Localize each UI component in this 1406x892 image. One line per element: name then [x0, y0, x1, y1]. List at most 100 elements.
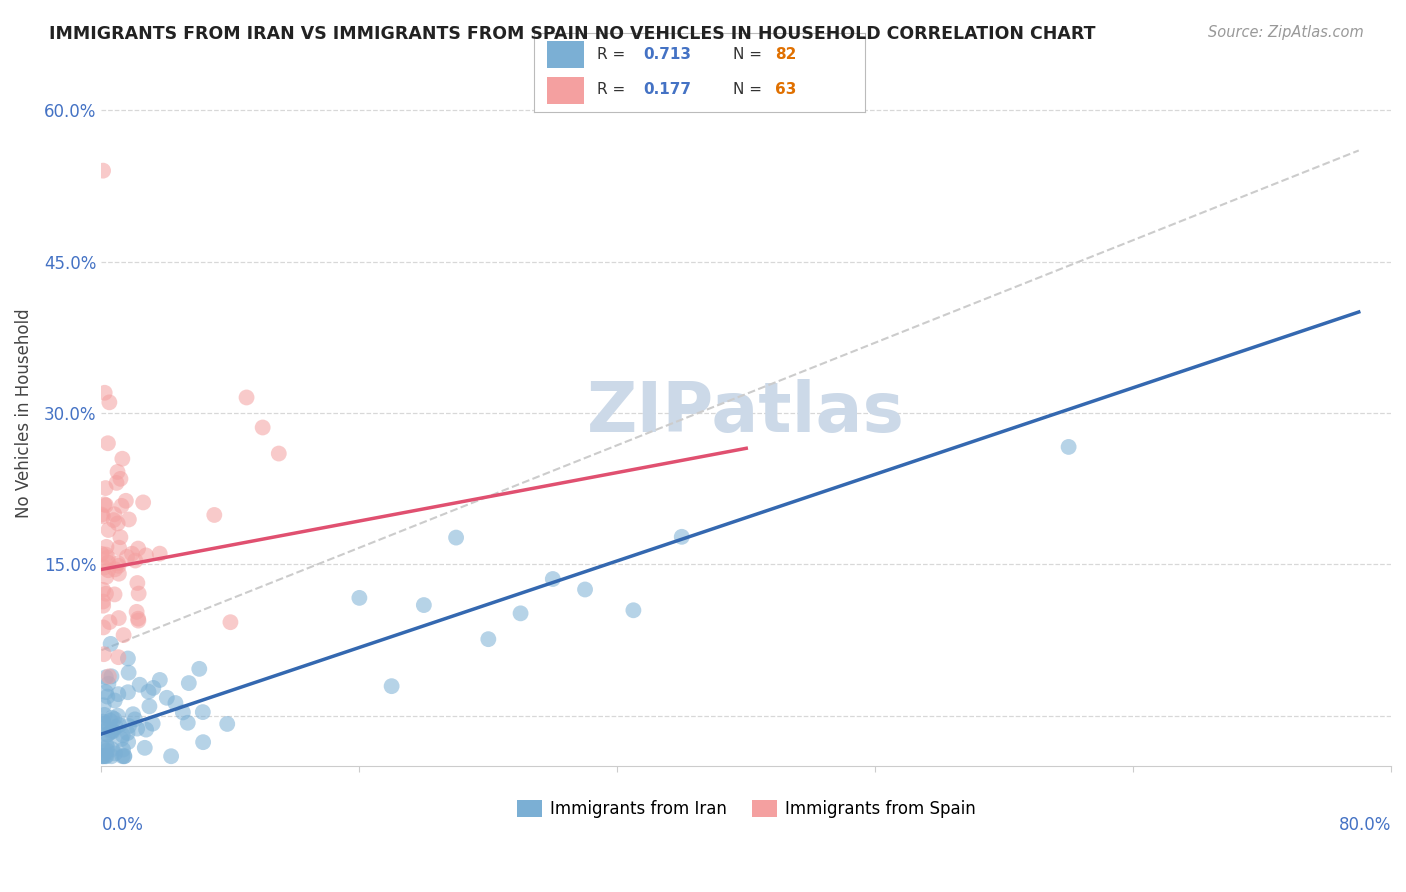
Point	[125, 605, 148, 619]
Bar	[547, 77, 583, 103]
Point	[127, 576, 149, 591]
Text: ZIPatlas: ZIPatlas	[588, 379, 905, 447]
Point	[477, 632, 499, 647]
Point	[91, 749, 114, 764]
Point	[96, 570, 118, 584]
Point	[127, 614, 149, 628]
Point	[107, 516, 129, 531]
Point	[98, 615, 121, 629]
Text: N =: N =	[733, 82, 766, 97]
Point	[127, 541, 149, 556]
Text: 0.713: 0.713	[644, 46, 692, 62]
Point	[93, 707, 115, 722]
Point	[94, 749, 117, 764]
Point	[97, 727, 120, 741]
Point	[117, 685, 139, 699]
Point	[349, 591, 371, 605]
Point	[97, 722, 120, 736]
Text: R =: R =	[598, 46, 630, 62]
Point	[444, 531, 467, 545]
Point	[219, 615, 242, 630]
Point	[100, 637, 122, 651]
Point	[91, 599, 114, 613]
Point	[111, 728, 134, 742]
Point	[91, 582, 114, 597]
Point	[1057, 440, 1080, 454]
Point	[110, 499, 132, 513]
Point	[108, 566, 131, 581]
Point	[107, 687, 129, 701]
Bar	[547, 41, 583, 68]
Y-axis label: No Vehicles in Household: No Vehicles in Household	[15, 308, 32, 517]
Point	[93, 717, 115, 731]
Point	[97, 523, 120, 537]
Point	[98, 714, 121, 728]
Point	[188, 662, 211, 676]
Point	[177, 715, 200, 730]
Point	[142, 681, 165, 695]
Point	[107, 556, 129, 570]
Point	[138, 684, 160, 698]
Point	[104, 562, 127, 576]
Point	[101, 711, 124, 725]
Point	[115, 493, 138, 508]
Point	[191, 705, 214, 719]
Point	[93, 560, 115, 574]
Text: 80.0%: 80.0%	[1339, 816, 1391, 834]
Point	[93, 647, 115, 661]
Point	[96, 739, 118, 754]
Point	[103, 513, 125, 527]
Point	[132, 495, 155, 509]
Point	[112, 749, 135, 764]
Text: N =: N =	[733, 46, 766, 62]
Point	[124, 553, 146, 567]
Point	[149, 673, 172, 687]
Point	[93, 385, 115, 400]
Point	[94, 685, 117, 699]
Point	[115, 549, 138, 564]
Point	[112, 628, 135, 642]
Point	[165, 696, 187, 710]
Point	[108, 718, 131, 732]
Point	[90, 508, 112, 522]
Point	[134, 740, 156, 755]
Point	[104, 747, 127, 761]
Point	[91, 163, 114, 178]
Text: 63: 63	[776, 82, 797, 97]
Point	[100, 749, 122, 764]
Point	[267, 446, 290, 460]
Point	[97, 677, 120, 691]
Point	[172, 706, 194, 720]
Point	[93, 497, 115, 511]
Point	[135, 549, 157, 563]
Point	[105, 475, 128, 490]
Point	[110, 731, 132, 746]
Point	[93, 620, 115, 634]
Point	[107, 611, 129, 625]
Point	[202, 508, 225, 522]
Point	[156, 690, 179, 705]
Point	[91, 594, 114, 608]
Point	[160, 749, 183, 764]
Point	[117, 651, 139, 665]
Point	[128, 586, 150, 600]
Point	[97, 669, 120, 683]
Point	[117, 726, 139, 740]
Text: 0.0%: 0.0%	[101, 816, 143, 834]
Point	[100, 669, 122, 683]
Point	[574, 582, 596, 597]
Point	[381, 679, 404, 693]
Point	[235, 391, 257, 405]
Point	[108, 541, 131, 555]
Point	[94, 670, 117, 684]
Point	[96, 749, 118, 764]
Point	[103, 507, 125, 521]
Point	[121, 547, 143, 561]
Point	[101, 723, 124, 738]
Point	[98, 395, 121, 409]
Point	[127, 612, 149, 626]
Point	[127, 722, 149, 736]
Point	[101, 724, 124, 739]
Point	[94, 587, 117, 601]
Point	[412, 598, 434, 612]
